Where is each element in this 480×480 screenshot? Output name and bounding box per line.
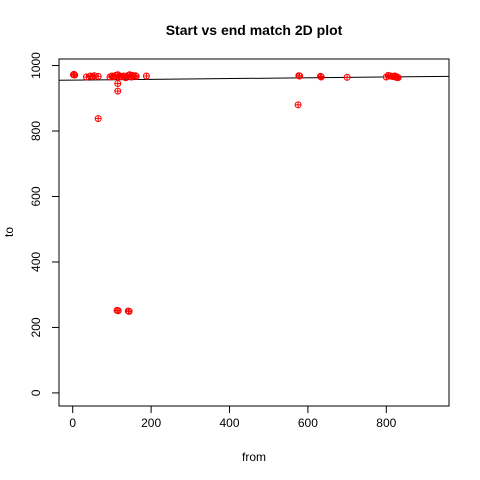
x-axis: 0 200 400 600 800 [69,405,397,430]
data-point [317,73,325,81]
x-tick-label: 0 [69,416,76,430]
data-point [114,307,122,315]
data-point [294,101,302,109]
data-point [394,74,402,82]
y-tick-label: 800 [29,121,43,141]
y-tick-label: 1000 [29,52,43,79]
y-tick-label: 0 [29,389,43,396]
data-point [94,115,102,123]
data-point [90,72,98,80]
y-tick-label: 200 [29,317,43,337]
data-point [142,72,150,80]
plot-frame [58,58,450,407]
x-tick-label: 200 [141,416,161,430]
x-tick-label: 800 [376,416,396,430]
x-tick-label: 600 [298,416,318,430]
data-point [94,72,102,80]
data-point [82,73,90,81]
data-point [296,72,304,80]
y-tick-label: 400 [29,252,43,272]
y-axis-label: to [2,227,16,237]
data-point [125,307,133,315]
y-tick-label: 600 [29,186,43,206]
data-point [114,80,122,88]
data-point [114,87,122,95]
y-axis: 0 200 400 600 800 1000 [29,52,60,396]
x-tick-label: 400 [219,416,239,430]
points-layer [70,70,402,315]
chart-title: Start vs end match 2D plot [166,22,343,38]
data-point [132,72,140,80]
data-point [71,71,79,79]
data-point [343,73,351,81]
x-axis-label: from [242,450,266,464]
